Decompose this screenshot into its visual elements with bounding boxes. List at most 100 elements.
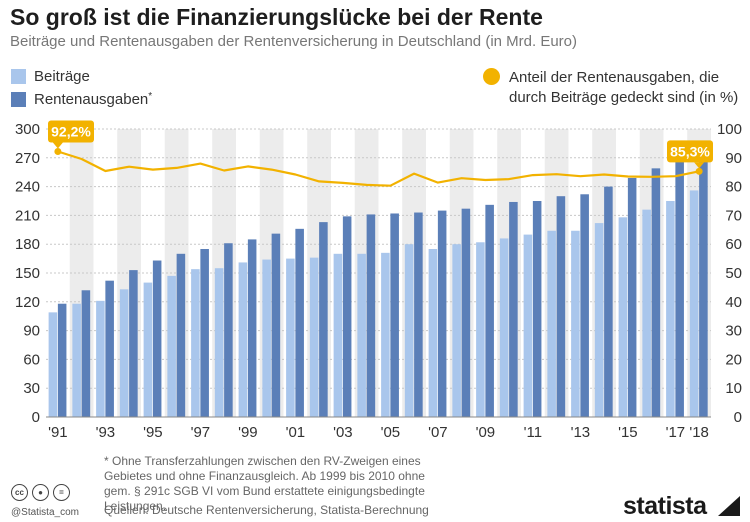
- bar-rentenausgaben: [699, 151, 708, 417]
- bar-beitraege: [571, 230, 580, 417]
- bar-rentenausgaben: [366, 214, 376, 417]
- bar-beitraege: [357, 253, 366, 417]
- x-tick-label: '99: [238, 424, 258, 441]
- bar-rentenausgaben: [105, 280, 114, 417]
- bar-rentenausgaben: [57, 303, 67, 417]
- y-left-tick-label: 270: [15, 150, 40, 167]
- bar-rentenausgaben: [295, 228, 304, 417]
- bar-rentenausgaben: [580, 194, 589, 417]
- x-tick-label: '15: [618, 424, 638, 441]
- equals-icon: =: [53, 484, 70, 501]
- bar-rentenausgaben: [485, 204, 494, 417]
- annotation-point: [54, 147, 62, 155]
- bar-rentenausgaben: [390, 213, 399, 417]
- y-left-tick-label: 240: [15, 179, 40, 196]
- bar-beitraege: [333, 253, 343, 417]
- bar-beitraege: [191, 269, 200, 417]
- y-right-tick-label: 70: [725, 207, 742, 224]
- by-icon: ●: [32, 484, 49, 501]
- legend-dot-anteil: [483, 68, 500, 85]
- credit: @Statista_com: [11, 507, 79, 518]
- cc-icon: cc: [11, 484, 28, 501]
- x-tick-label: '18: [689, 424, 709, 441]
- x-tick-label: '05: [381, 424, 401, 441]
- legend-swatch-beitraege: [11, 69, 26, 84]
- y-right-tick-label: 80: [725, 179, 742, 196]
- annotation-label: 92,2%: [51, 123, 91, 139]
- bar-rentenausgaben: [129, 270, 138, 417]
- bar-rentenausgaben: [461, 208, 471, 417]
- bar-beitraege: [381, 252, 390, 417]
- legend-label-anteil: Anteil der Rentenausgaben, die durch Bei…: [509, 69, 739, 106]
- legend-label-rentenausgaben: Rentenausgaben: [34, 91, 149, 108]
- annotation-box: [667, 140, 713, 163]
- bar-rentenausgaben: [509, 201, 518, 417]
- x-tick-label: '13: [571, 424, 591, 441]
- y-right-tick-label: 100: [717, 121, 742, 138]
- y-right-tick-label: 10: [725, 380, 742, 397]
- x-tick-label: '07: [428, 424, 448, 441]
- legend-item-rentenausgaben: Rentenausgaben *: [11, 91, 152, 108]
- bar-rentenausgaben: [247, 239, 257, 417]
- bar-beitraege: [666, 201, 675, 417]
- y-left-tick-label: 300: [15, 121, 40, 138]
- y-left-tick-label: 90: [23, 323, 40, 340]
- x-tick-label: '97: [191, 424, 211, 441]
- x-tick-label: '11: [524, 424, 542, 441]
- bar-rentenausgaben: [319, 222, 328, 417]
- bar-beitraege: [119, 289, 129, 417]
- legend-label-beitraege: Beiträge: [34, 68, 90, 85]
- bar-rentenausgaben: [200, 249, 209, 417]
- y-right-tick-label: 90: [725, 150, 742, 167]
- bar-rentenausgaben: [437, 210, 447, 417]
- bar-beitraege: [452, 244, 461, 417]
- legend-item-beitraege: Beiträge: [11, 68, 90, 85]
- x-tick-label: '95: [143, 424, 163, 441]
- x-tick-label: '91: [48, 424, 68, 441]
- bar-beitraege: [214, 268, 224, 417]
- bar-beitraege: [404, 244, 414, 417]
- bar-rentenausgaben: [152, 260, 162, 417]
- bar-rentenausgaben: [271, 233, 281, 417]
- y-left-tick-label: 30: [23, 380, 40, 397]
- bar-rentenausgaben: [81, 290, 91, 417]
- bar-beitraege: [262, 259, 271, 417]
- y-left-tick-label: 60: [23, 351, 40, 368]
- bar-beitraege: [238, 262, 248, 417]
- sources: Quellen: Deutsche Rentenversicherung, St…: [104, 503, 429, 517]
- x-tick-label: '01: [286, 424, 306, 441]
- bar-beitraege: [594, 223, 604, 417]
- bar-beitraege: [286, 258, 295, 417]
- bar-rentenausgaben: [604, 186, 613, 417]
- y-left-tick-label: 210: [15, 207, 40, 224]
- bar-beitraege: [428, 249, 438, 417]
- x-tick-label: '17: [666, 424, 686, 441]
- bar-beitraege: [547, 230, 556, 417]
- bar-rentenausgaben: [414, 212, 423, 417]
- x-tick-label: '03: [333, 424, 353, 441]
- bar-beitraege: [167, 275, 176, 417]
- legend-swatch-rentenausgaben: [11, 92, 26, 107]
- bar-rentenausgaben: [675, 158, 684, 417]
- license-icons: cc ● =: [11, 484, 70, 501]
- annotation-label: 85,3%: [670, 143, 710, 159]
- bar-beitraege: [96, 300, 105, 417]
- y-right-tick-label: 20: [725, 351, 742, 368]
- statista-logo: statista: [623, 492, 707, 520]
- y-left-tick-label: 180: [15, 236, 40, 253]
- line-anteil: [57, 150, 700, 187]
- bar-beitraege: [618, 217, 628, 417]
- y-right-tick-label: 50: [725, 265, 742, 282]
- x-tick-label: '93: [96, 424, 116, 441]
- bar-rentenausgaben: [627, 177, 637, 417]
- legend-item-anteil: Anteil der Rentenausgaben, die durch Bei…: [483, 68, 745, 108]
- bar-beitraege: [309, 257, 319, 417]
- annotation-pointer: [52, 142, 63, 149]
- y-right-tick-label: 40: [725, 294, 742, 311]
- y-right-tick-label: 60: [725, 236, 742, 253]
- x-tick-label: '09: [476, 424, 496, 441]
- y-left-tick-label: 150: [15, 265, 40, 282]
- annotation-box: [48, 120, 94, 143]
- bar-beitraege: [523, 234, 533, 417]
